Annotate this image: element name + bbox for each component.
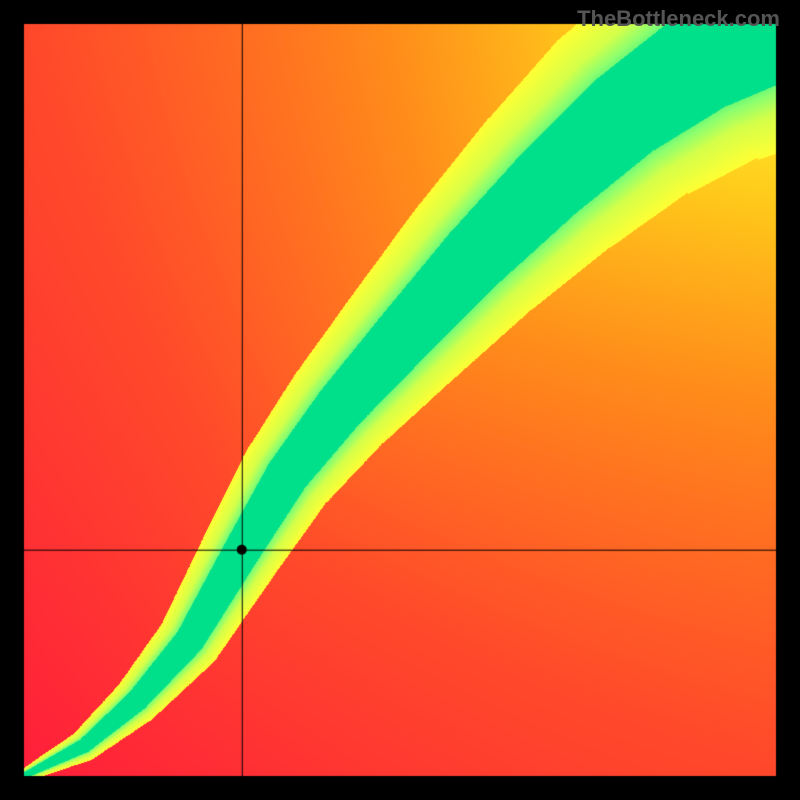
bottleneck-heatmap (0, 0, 800, 800)
chart-container: TheBottleneck.com (0, 0, 800, 800)
watermark-text: TheBottleneck.com (577, 6, 780, 32)
